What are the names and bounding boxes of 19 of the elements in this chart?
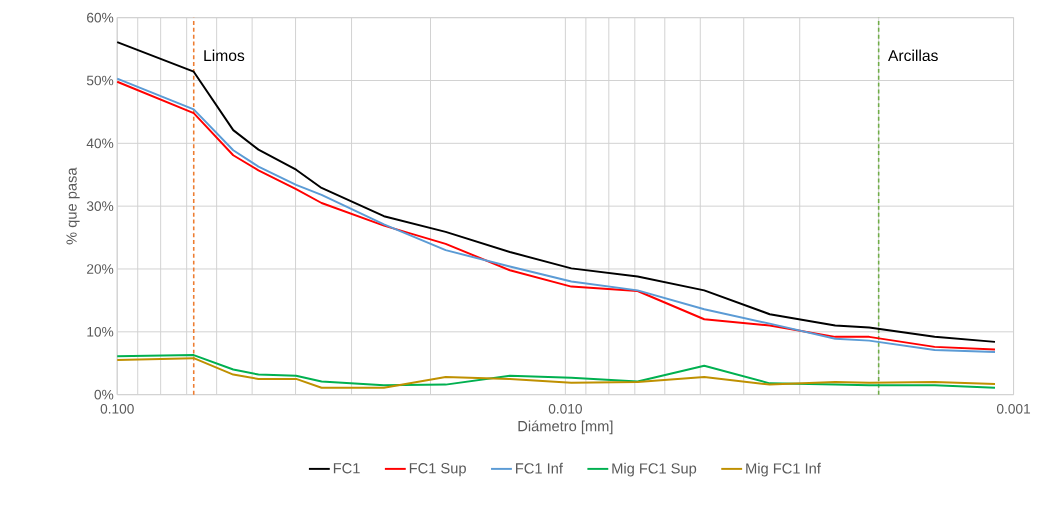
ref-line-label: Arcillas — [888, 49, 938, 61]
legend-label: FC1 — [333, 462, 360, 474]
y-tick-label: 60% — [87, 12, 114, 23]
y-tick-label: 30% — [86, 201, 114, 211]
x-tick-label: 0.010 — [548, 403, 582, 414]
x-tick-label: 0.001 — [996, 403, 1031, 414]
y-tick-label: 0% — [94, 389, 114, 400]
x-tick-label: 0.100 — [100, 403, 134, 414]
y-tick-label: 10% — [87, 326, 114, 337]
ref-line-label: Limos — [204, 49, 245, 61]
y-tick-label: 50% — [86, 75, 114, 86]
y-tick-label: 40% — [86, 138, 114, 148]
legend-label: FC1 Inf — [516, 462, 563, 474]
y-tick-label: 20% — [87, 263, 114, 274]
y-axis-title: % que pasa — [66, 167, 80, 245]
legend-label: Mig FC1 Inf — [746, 462, 821, 477]
legend-label: FC1 Sup — [409, 462, 466, 477]
x-axis-title: Diámetro [mm] — [518, 420, 613, 434]
legend-label: Mig FC1 Sup — [612, 462, 697, 477]
